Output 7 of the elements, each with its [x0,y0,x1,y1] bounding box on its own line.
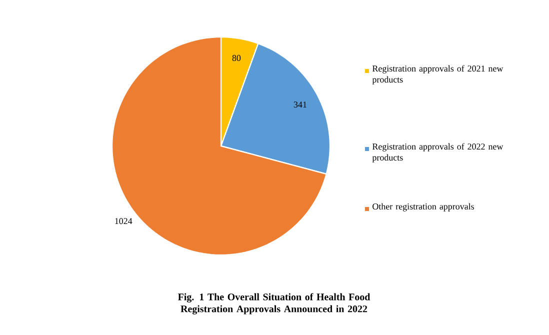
data-label: 1024 [115,218,132,224]
legend-label: Other registration approvals [372,203,474,212]
data-label: 341 [294,102,306,108]
data-label: 80 [232,54,241,61]
legend-label: Registration approvals of 2022 new products [372,143,504,162]
legend-label: Registration approvals of 2021 new products [372,65,504,84]
text: Fig. 1 The Overall Situation of Health Food Registration Approvals Announced in 2022 [178,293,370,314]
